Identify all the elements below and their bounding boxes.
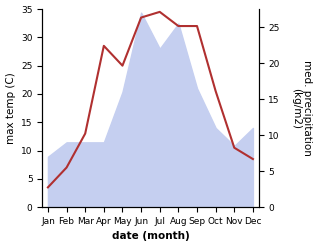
X-axis label: date (month): date (month) [112, 231, 189, 242]
Y-axis label: max temp (C): max temp (C) [5, 72, 16, 144]
Y-axis label: med. precipitation
(kg/m2): med. precipitation (kg/m2) [291, 60, 313, 156]
